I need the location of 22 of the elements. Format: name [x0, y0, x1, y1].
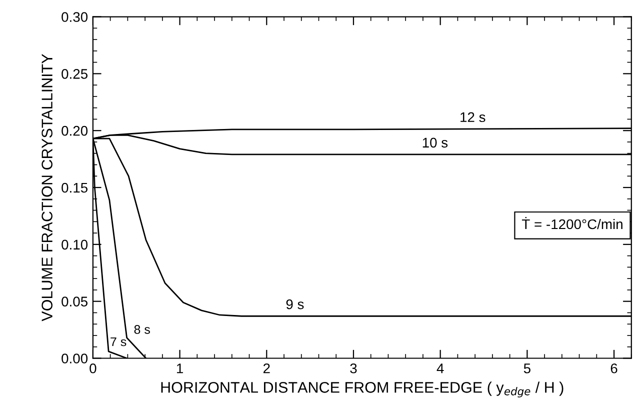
- y-tick-label: 0.10: [62, 240, 88, 250]
- x-tick-label: 0: [90, 363, 96, 374]
- series-label: 9 s: [286, 299, 304, 310]
- y-tick-label: 0.05: [62, 296, 88, 306]
- y-axis-title: VOLUME FRACTION CRYSTALLINITY: [42, 54, 52, 322]
- y-tick-label: 0.30: [62, 12, 88, 22]
- series-label: 12 s: [460, 112, 486, 122]
- x-tick-label: 5: [524, 364, 530, 374]
- y-tick-label: 0.25: [62, 69, 88, 79]
- y-tick-label: 0.15: [62, 182, 88, 193]
- x-axis-title: HORIZONTAL DISTANCE FROM FREE-EDGE ( y$_{edge}$ / H ): [161, 382, 564, 398]
- x-tick-label: 4: [436, 364, 444, 374]
- y-tick-label: 0.20: [62, 126, 88, 136]
- x-tick-label: 1: [176, 364, 183, 374]
- annotation: Ṫ = -1200°C/min: [522, 217, 622, 230]
- series-label: 7 s: [110, 337, 126, 346]
- series-label: 10 s: [422, 138, 448, 148]
- x-tick-label: 3: [350, 363, 357, 374]
- series-label: 8 s: [134, 325, 150, 334]
- x-tick-label: 2: [263, 363, 270, 374]
- x-tick-label: 6: [610, 363, 618, 374]
- y-tick-label: 0.00: [62, 354, 88, 364]
